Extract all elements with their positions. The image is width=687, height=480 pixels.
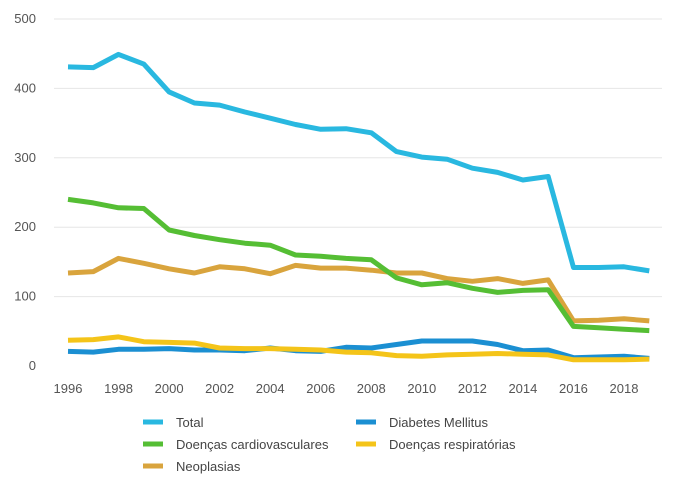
x-tick-label: 2012 bbox=[458, 381, 487, 396]
x-axis-ticks: 1996 1998 2000 2002 2004 2006 2008 2010 2012 2014… bbox=[54, 381, 639, 396]
y-tick-label: 0 bbox=[29, 358, 36, 373]
y-tick-label: 200 bbox=[14, 219, 36, 234]
x-tick-label: 2014 bbox=[508, 381, 537, 396]
x-tick-label: 1996 bbox=[54, 381, 83, 396]
legend-label: Doenças respiratórias bbox=[389, 437, 516, 452]
x-tick-label: 2000 bbox=[155, 381, 184, 396]
x-tick-label: 1998 bbox=[104, 381, 133, 396]
x-tick-label: 2008 bbox=[357, 381, 386, 396]
series-line-doencas-respiratorias bbox=[67, 334, 650, 363]
series-line-diabetes-mellitus bbox=[67, 338, 650, 361]
legend-item-doencas-cardiovasculares: Doenças cardiovasculares bbox=[143, 437, 329, 452]
y-axis-ticks: 0 100 200 300 400 500 bbox=[14, 11, 36, 373]
legend-label: Neoplasias bbox=[176, 459, 241, 474]
legend: Total Doenças cardiovasculares Neoplasias D… bbox=[143, 415, 516, 474]
legend-item-neoplasias: Neoplasias bbox=[143, 459, 241, 474]
x-tick-label: 2016 bbox=[559, 381, 588, 396]
legend-item-total: Total bbox=[143, 415, 204, 430]
x-tick-label: 2018 bbox=[610, 381, 639, 396]
legend-label: Diabetes Mellitus bbox=[389, 415, 488, 430]
y-tick-label: 500 bbox=[14, 11, 36, 26]
legend-label: Total bbox=[176, 415, 204, 430]
x-tick-label: 2004 bbox=[256, 381, 285, 396]
y-tick-label: 100 bbox=[14, 289, 36, 304]
y-tick-label: 400 bbox=[14, 80, 36, 95]
x-tick-label: 2002 bbox=[205, 381, 234, 396]
legend-item-doencas-respiratorias: Doenças respiratórias bbox=[356, 437, 516, 452]
legend-label: Doenças cardiovasculares bbox=[176, 437, 329, 452]
series-line-total bbox=[67, 51, 650, 274]
legend-item-diabetes-mellitus: Diabetes Mellitus bbox=[356, 415, 488, 430]
series-line-doencas-cardiovasculares bbox=[67, 196, 650, 334]
series-lines bbox=[67, 51, 650, 363]
x-tick-label: 2006 bbox=[306, 381, 335, 396]
series-line-neoplasias bbox=[67, 255, 650, 324]
y-tick-label: 300 bbox=[14, 150, 36, 165]
x-tick-label: 2010 bbox=[407, 381, 436, 396]
